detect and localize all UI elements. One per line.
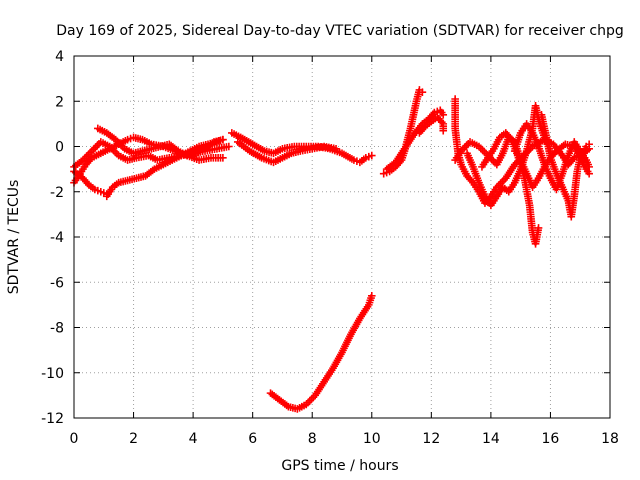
y-tick-label: 4 (55, 49, 64, 65)
x-tick-label: 6 (248, 431, 257, 447)
data-point (99, 189, 108, 197)
x-tick-label: 12 (422, 431, 440, 447)
data-point (439, 111, 448, 119)
x-tick-label: 14 (482, 431, 500, 447)
series-arc-o (478, 129, 543, 248)
series-arc-q (510, 120, 593, 194)
series-arc-f (228, 129, 376, 167)
series-arc-d (102, 135, 227, 201)
series-arc-n (463, 101, 555, 210)
chart-title: Day 169 of 2025, Sidereal Day-to-day VTE… (56, 23, 624, 39)
data-point (350, 156, 358, 164)
data-point (418, 88, 427, 96)
data-point (123, 135, 132, 144)
data-point (585, 163, 593, 171)
y-tick-label: -2 (50, 185, 64, 201)
data-point (225, 142, 233, 151)
x-tick-label: 10 (363, 431, 381, 447)
data-point (379, 169, 388, 178)
y-tick-label: 2 (55, 94, 64, 110)
y-tick-label: -12 (41, 411, 64, 427)
y-tick-label: -4 (50, 230, 64, 246)
y-tick-label: -6 (50, 275, 64, 291)
data-point (585, 140, 593, 149)
data-point (534, 224, 543, 232)
x-tick-label: 18 (601, 431, 619, 447)
data-point (439, 126, 448, 135)
data-series (70, 86, 593, 413)
series-arc-e (94, 124, 227, 160)
series-arc-k (415, 113, 448, 137)
data-point (367, 292, 376, 300)
series-arc-j (382, 106, 448, 173)
data-point (94, 186, 102, 195)
data-point (367, 151, 376, 160)
grid (74, 56, 610, 418)
x-tick-label: 0 (70, 431, 79, 447)
x-tick-label: 8 (308, 431, 317, 447)
series-arc-p (537, 111, 593, 221)
data-point (362, 154, 370, 162)
x-tick-label: 16 (542, 431, 560, 447)
data-point (585, 169, 593, 178)
series-arc-b (70, 133, 227, 187)
y-tick-label: -10 (41, 366, 64, 382)
data-point (91, 185, 99, 194)
axis-ticks: 0 2 4 6 8 10 12 14 16 18 4 2 0 -2 -4 -6 -8 -10 -12 (41, 49, 619, 447)
series-arc-h (266, 292, 376, 413)
data-point (332, 144, 340, 153)
data-point (430, 108, 439, 117)
y-axis-label: SDTVAR / TECUs (6, 180, 22, 295)
series-arc-g (233, 138, 340, 167)
x-axis-label: GPS time / hours (281, 458, 398, 474)
data-point (97, 187, 105, 196)
data-point (365, 152, 373, 161)
data-point (219, 135, 227, 144)
y-tick-label: -8 (50, 321, 64, 337)
y-tick-label: 0 (55, 140, 64, 156)
x-tick-label: 4 (189, 431, 198, 447)
x-tick-label: 2 (129, 431, 138, 447)
data-point (219, 154, 227, 162)
